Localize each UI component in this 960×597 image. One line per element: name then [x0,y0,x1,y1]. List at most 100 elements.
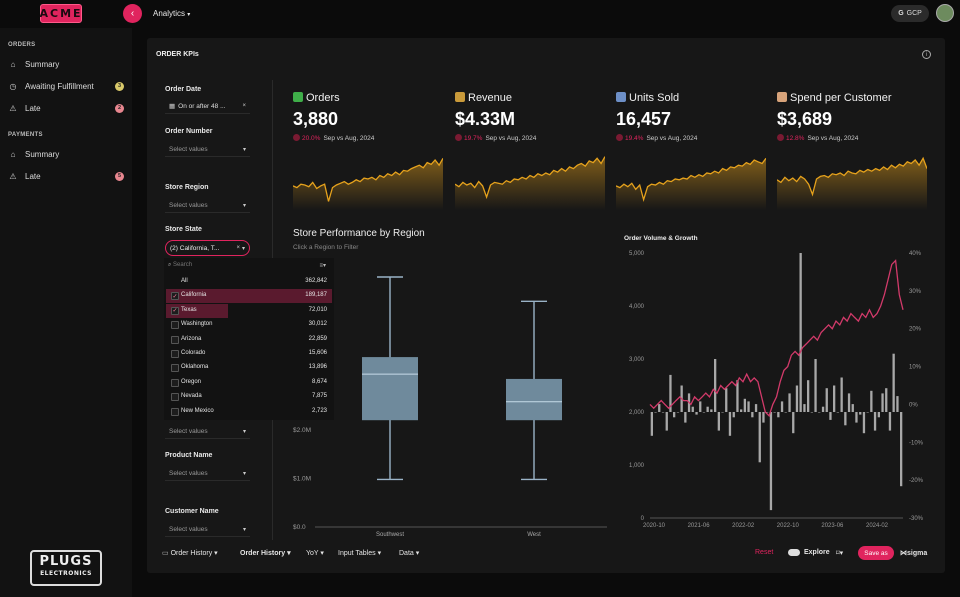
tab-label: Input Tables [338,550,376,557]
close-icon[interactable]: × [236,245,240,251]
sidebar-item-label: Late [25,103,41,113]
volume-bar [810,412,813,413]
explore-label[interactable]: Explore [804,549,830,556]
tab-order-history-page[interactable]: ▭ Order History ▾ [162,549,218,557]
dropdown-option[interactable]: Nevada 7,875 [166,390,332,404]
kpi-delta-value: 19.7% [464,135,483,142]
arrow-down-icon [616,134,623,141]
sidebar-item-label: Summary [25,59,60,69]
volume-bar [825,388,828,412]
x-tick-label: 2022-10 [777,523,800,529]
kpi-delta: 12.8% Sep vs Aug, 2024 [777,134,858,142]
dropdown-option[interactable]: New Mexico 2,723 [166,405,332,419]
checkbox[interactable] [171,407,179,416]
tab-yoy[interactable]: YoY ▾ [306,549,324,557]
dropdown-search[interactable]: ⌕ Search ≡▾ [168,262,328,273]
info-icon[interactable]: i [922,50,931,59]
dropdown-option[interactable]: Colorado 15,606 [166,347,332,361]
order-volume-growth-chart[interactable]: 0 1,000 2,000 3,000 4,000 5,000 40% 30% 20% 10% 0%… [615,245,935,535]
save-as-button[interactable]: Save as [858,546,894,560]
customer-name-filter[interactable]: Select values ▾ [165,522,250,537]
checkbox[interactable] [171,321,179,330]
volume-bar [829,412,832,420]
order-number-filter[interactable]: Select values ▾ [165,142,250,157]
product-name-placeholder: Select values [169,469,208,477]
dropdown-option[interactable]: Washington 30,012 [166,318,332,332]
volume-bar [699,401,702,412]
checkbox[interactable] [171,364,179,373]
option-count: 13,896 [308,364,327,371]
checkbox[interactable] [171,378,179,387]
reset-button[interactable]: Reset [755,549,774,556]
checkbox[interactable] [171,393,179,402]
store-performance-box-chart[interactable]: $0.0 $1.0M $2.0M Southwest West [285,255,610,540]
sidebar-item-awaiting-fulfillment[interactable]: ◷ Awaiting Fulfillment 3 [8,79,126,93]
money-bag-icon [455,92,465,102]
volume-bar [766,412,769,413]
checkbox[interactable] [171,350,179,358]
dropdown-option[interactable]: ✓ California 189,187 [166,289,332,304]
sidebar-item-payments-summary[interactable]: ⌂ Summary [8,147,126,161]
volume-bar [728,412,732,436]
tab-label: Order History [170,550,213,557]
tab-label: Data [399,550,414,557]
option-count: 189,187 [305,292,327,299]
tab-input-tables[interactable]: Input Tables ▾ [338,549,381,557]
kpi-spend-per-customer[interactable]: Spend per Customer $3,689 12.8% Sep vs Au… [777,92,927,212]
checkbox[interactable]: ✓ [171,292,179,301]
dropdown-option[interactable]: Oklahoma 13,896 [166,361,332,375]
volume-bar [769,412,773,511]
kpi-revenue[interactable]: Revenue $4.33M 19.7% Sep vs Aug, 2024 [455,92,605,212]
sigma-brand: sigma [907,550,928,557]
sidebar-item-orders-summary[interactable]: ⌂ Summary [8,57,126,71]
acme-logo[interactable]: ACME [39,4,82,23]
volume-bar [900,412,903,487]
kpi-delta: 19.4% Sep vs Aug, 2024 [616,134,697,142]
dropdown-option[interactable]: ✓ Texas 72,010 [166,303,332,318]
sort-icon[interactable]: ≡▾ [319,263,326,269]
kpi-compare: Sep vs Aug, 2024 [323,135,375,142]
checkbox[interactable] [171,335,179,344]
sidebar-item-orders-late[interactable]: ⚠ Late 2 [8,101,126,115]
volume-bar [821,406,825,412]
sidebar-item-payments-late[interactable]: ⚠ Late 5 [8,169,126,183]
count-badge: 3 [115,81,124,91]
close-icon[interactable]: × [242,103,246,109]
kpi-orders[interactable]: Orders 3,880 20.0% Sep vs Aug, 2024 [293,92,443,212]
gcp-button[interactable]: G GCP [891,5,929,22]
volume-bar [758,412,761,463]
volume-bar [695,412,698,415]
store-state-filter[interactable]: (2) California, T... × ▾ [165,240,250,256]
hidden-filter[interactable]: Select values ▾ [165,424,250,439]
customer-name-placeholder: Select values [169,525,208,533]
volume-bar [661,412,665,413]
sparkline-line [616,157,766,203]
sidebar-item-label: Late [25,171,41,181]
avatar[interactable] [936,4,954,22]
chevron-down-icon: ▾ [320,550,324,557]
back-button[interactable]: ‹ [123,4,142,23]
bookmark-icon[interactable]: ⌑▾ [836,550,844,557]
option-count: 15,606 [308,350,327,356]
chevron-down-icon: ▾ [377,550,382,557]
brand-line2: ELECTRONICS [40,570,92,577]
order-date-filter[interactable]: ▦ On or after 48 ... × [165,99,250,114]
volume-bar [836,412,839,413]
kpi-delta-value: 20.0% [302,135,321,142]
dropdown-option[interactable]: Arizona 22,859 [166,333,332,347]
x-tick-label: 2024-02 [866,523,889,529]
kpi-units-sold[interactable]: Units Sold 16,457 19.4% Sep vs Aug, 2024 [616,92,766,212]
tab-order-history[interactable]: Order History ▾ [240,549,291,557]
option-label: Texas [181,306,197,313]
tab-data[interactable]: Data ▾ [399,549,419,557]
product-name-filter[interactable]: Select values ▾ [165,466,250,481]
volume-bar [807,380,810,412]
box-iqr [506,378,562,421]
store-region-filter[interactable]: Select values ▾ [165,198,250,213]
explore-toggle[interactable] [788,549,800,556]
workbook-title[interactable]: Analytics ▾ [153,9,190,18]
kpi-compare: Sep vs Aug, 2024 [646,135,698,142]
checkbox[interactable]: ✓ [171,306,179,315]
dropdown-option[interactable]: Oregon 8,674 [166,376,332,390]
dropdown-option[interactable]: All 362,842 [166,275,332,289]
